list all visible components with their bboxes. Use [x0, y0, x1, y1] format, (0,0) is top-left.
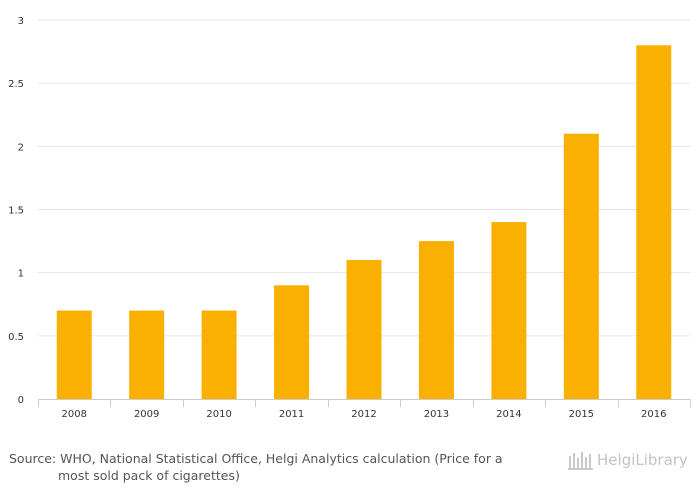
y-tick-label: 2.5	[8, 79, 24, 90]
logo-text: HelgiLibrary	[597, 451, 688, 469]
helgi-building-icon	[568, 452, 593, 470]
x-tick-label: 2015	[569, 409, 594, 420]
bar-2010	[201, 310, 237, 399]
y-tick-label: 1.5	[8, 206, 24, 217]
x-tick-label: 2009	[134, 409, 159, 420]
bar-2013	[418, 241, 454, 399]
x-tick-label: 2008	[61, 409, 86, 420]
y-tick-label: 0	[18, 395, 24, 406]
bar-chart: 00.511.522.53 2008 2009 2010 2011 2012 2013 20…	[8, 16, 691, 420]
x-tick-label: 2013	[424, 409, 449, 420]
x-axis	[38, 399, 691, 407]
bar-2014	[491, 222, 527, 399]
y-tick-label: 3	[18, 16, 24, 27]
bar-2012	[346, 260, 382, 399]
x-tick-label: 2016	[641, 409, 666, 420]
bar-2009	[129, 310, 165, 399]
y-axis-labels: 0 0.5 1 1.5 2 2.5 3	[8, 16, 24, 406]
bar-2015	[563, 133, 599, 399]
source-line-2: most sold pack of cigarettes)	[58, 468, 240, 483]
x-tick-label: 2014	[496, 409, 521, 420]
x-tick-label: 2011	[279, 409, 304, 420]
bar-2011	[274, 285, 310, 399]
source-line-1: Source: WHO, National Statistical Office…	[9, 451, 503, 466]
bars	[56, 45, 672, 400]
bar-2008	[56, 310, 92, 399]
source-note: Source: WHO, National Statistical Office…	[9, 450, 549, 484]
x-tick-label: 2010	[206, 409, 231, 420]
helgi-library-logo: HelgiLibrary	[568, 450, 688, 470]
y-tick-label: 2	[18, 142, 24, 153]
bar-2016	[636, 45, 672, 400]
y-tick-label: 1	[18, 269, 24, 280]
y-tick-label: 0.5	[8, 332, 24, 343]
x-tick-label: 2012	[351, 409, 376, 420]
x-axis-labels: 2008 2009 2010 2011 2012 2013 2014 2015 2016	[61, 409, 666, 420]
